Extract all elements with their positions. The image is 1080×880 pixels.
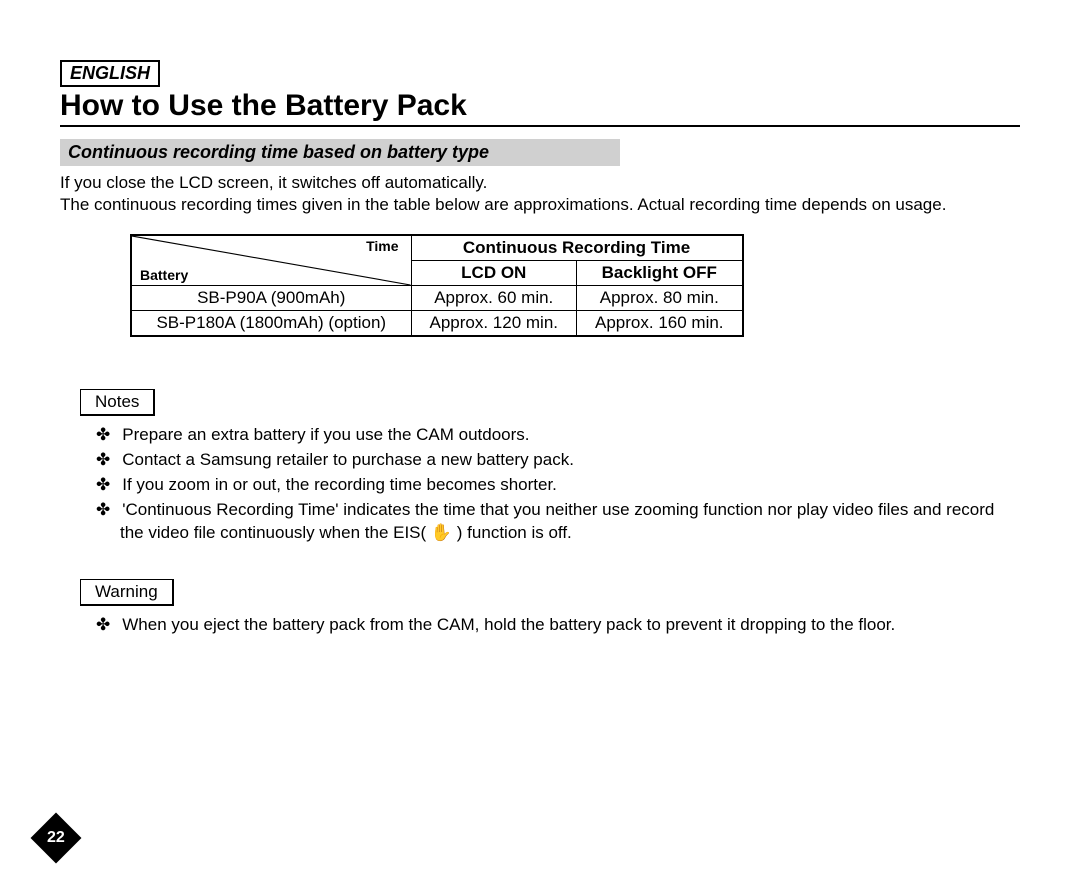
cell-lcdon: Approx. 60 min. bbox=[411, 286, 577, 311]
table-diagonal-header: Time Battery bbox=[131, 235, 411, 286]
intro-text: If you close the LCD screen, it switches… bbox=[60, 172, 1020, 216]
list-item: 'Continuous Recording Time' indicates th… bbox=[96, 499, 1020, 545]
list-item: Prepare an extra battery if you use the … bbox=[96, 424, 1020, 447]
list-item: When you eject the battery pack from the… bbox=[96, 614, 1020, 637]
warning-list: When you eject the battery pack from the… bbox=[96, 614, 1020, 637]
diag-label-time: Time bbox=[366, 238, 398, 254]
table-row: SB-P90A (900mAh) Approx. 60 min. Approx.… bbox=[131, 286, 743, 311]
language-badge: ENGLISH bbox=[60, 60, 160, 87]
warning-label: Warning bbox=[80, 579, 174, 606]
cell-battery: SB-P90A (900mAh) bbox=[131, 286, 411, 311]
page-number: 22 bbox=[47, 820, 65, 856]
notes-label: Notes bbox=[80, 389, 155, 416]
diag-label-battery: Battery bbox=[140, 267, 188, 283]
notes-list: Prepare an extra battery if you use the … bbox=[96, 424, 1020, 545]
cell-battery: SB-P180A (1800mAh) (option) bbox=[131, 311, 411, 337]
cell-backlightoff: Approx. 80 min. bbox=[577, 286, 743, 311]
list-item: If you zoom in or out, the recording tim… bbox=[96, 474, 1020, 497]
page-title: How to Use the Battery Pack bbox=[60, 89, 1020, 127]
table-subheader: LCD ON bbox=[411, 261, 577, 286]
intro-line: If you close the LCD screen, it switches… bbox=[60, 173, 487, 192]
cell-lcdon: Approx. 120 min. bbox=[411, 311, 577, 337]
section-heading: Continuous recording time based on batte… bbox=[60, 139, 620, 166]
manual-page: ENGLISH How to Use the Battery Pack Cont… bbox=[0, 0, 1080, 697]
table-subheader: Backlight OFF bbox=[577, 261, 743, 286]
table-row: SB-P180A (1800mAh) (option) Approx. 120 … bbox=[131, 311, 743, 337]
page-number-badge: 22 bbox=[31, 813, 82, 864]
cell-backlightoff: Approx. 160 min. bbox=[577, 311, 743, 337]
intro-line: The continuous recording times given in … bbox=[60, 195, 946, 214]
table-header-merged: Continuous Recording Time bbox=[411, 235, 743, 261]
recording-time-table: Time Battery Continuous Recording Time L… bbox=[130, 234, 744, 337]
list-item: Contact a Samsung retailer to purchase a… bbox=[96, 449, 1020, 472]
